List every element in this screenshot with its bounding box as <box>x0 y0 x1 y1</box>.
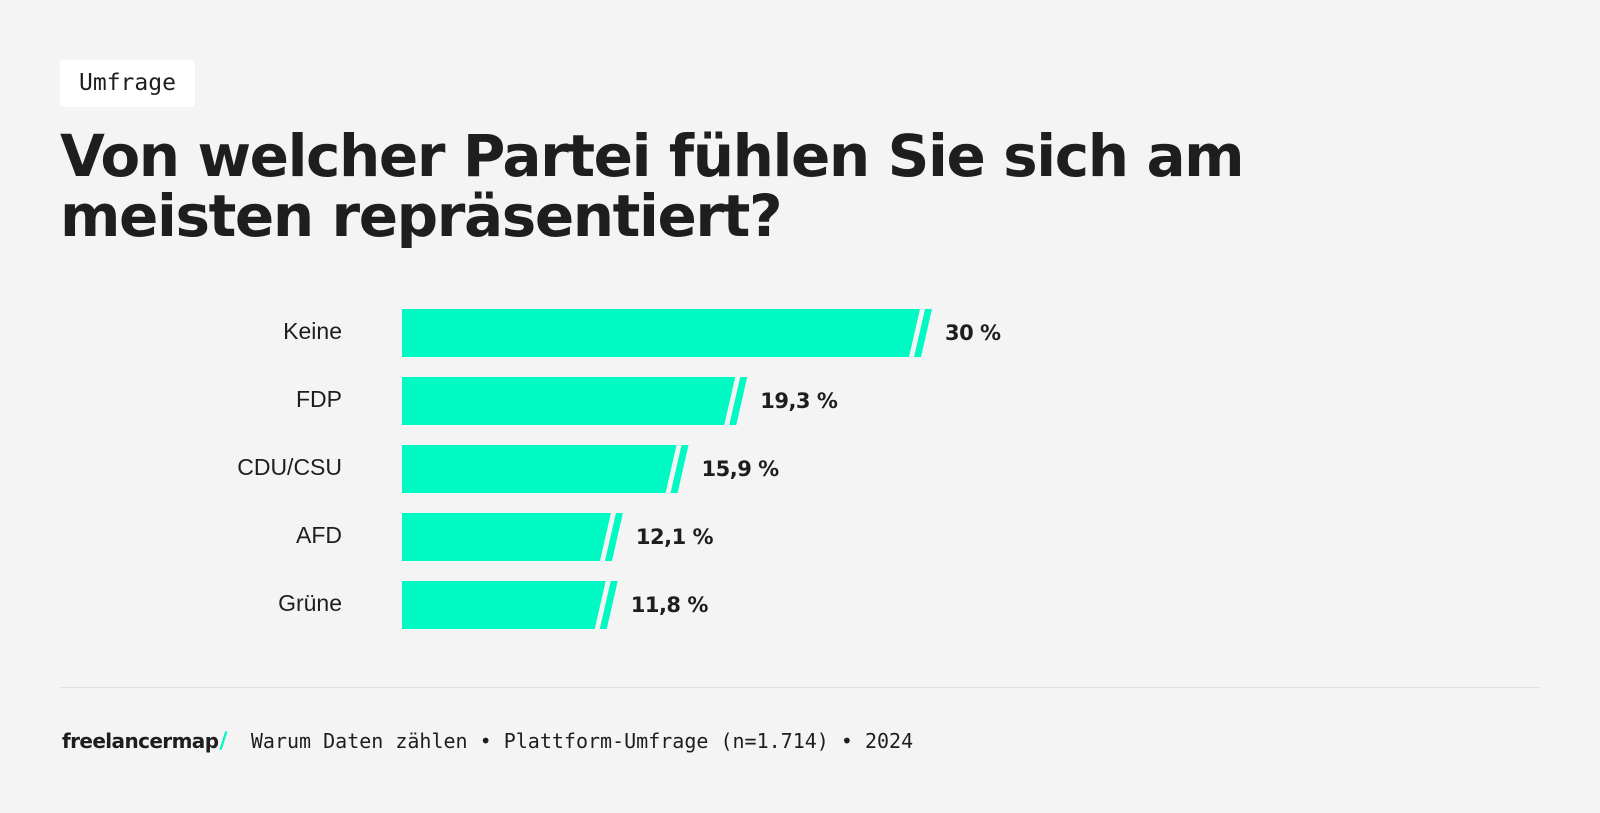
category-label: FDP <box>296 386 342 412</box>
brand-logo: freelancermap/ <box>62 729 227 754</box>
value-label: 15,9 % <box>702 457 780 481</box>
source-note: Warum Daten zählen • Plattform-Umfrage (… <box>250 729 914 753</box>
brand-slash: / <box>219 728 227 754</box>
category-label: CDU/CSU <box>237 454 342 480</box>
value-label: 12,1 % <box>636 525 714 549</box>
footer: freelancermap/ Warum Daten zählen • Plat… <box>62 724 913 758</box>
category-label: AFD <box>296 522 342 548</box>
bar-accent <box>670 445 689 493</box>
bar-cdu-csu <box>402 445 677 493</box>
bar-chart: Keine 30 % FDP 19,3 % CDU/CSU 15,9 % AFD 12,1 %… <box>237 309 1002 629</box>
bar-afd <box>402 513 611 561</box>
value-label: 19,3 % <box>760 389 838 413</box>
bar-fdp <box>402 377 736 425</box>
category-label: Grüne <box>278 590 342 616</box>
category-label: Keine <box>283 318 342 344</box>
bar-accent <box>604 513 623 561</box>
brand-name: freelancermap <box>62 728 219 753</box>
bar-gr-ne <box>402 581 606 629</box>
bar-accent <box>729 377 748 425</box>
divider <box>60 687 1540 688</box>
bar-accent <box>914 309 932 357</box>
chart-title: Von welcher Partei fühlen Sie sich am me… <box>60 122 1245 250</box>
value-label: 11,8 % <box>631 593 709 617</box>
bar-accent <box>599 581 618 629</box>
category-tag: Umfrage <box>60 60 195 107</box>
bar-keine <box>402 309 920 357</box>
value-label: 30 % <box>945 321 1001 345</box>
